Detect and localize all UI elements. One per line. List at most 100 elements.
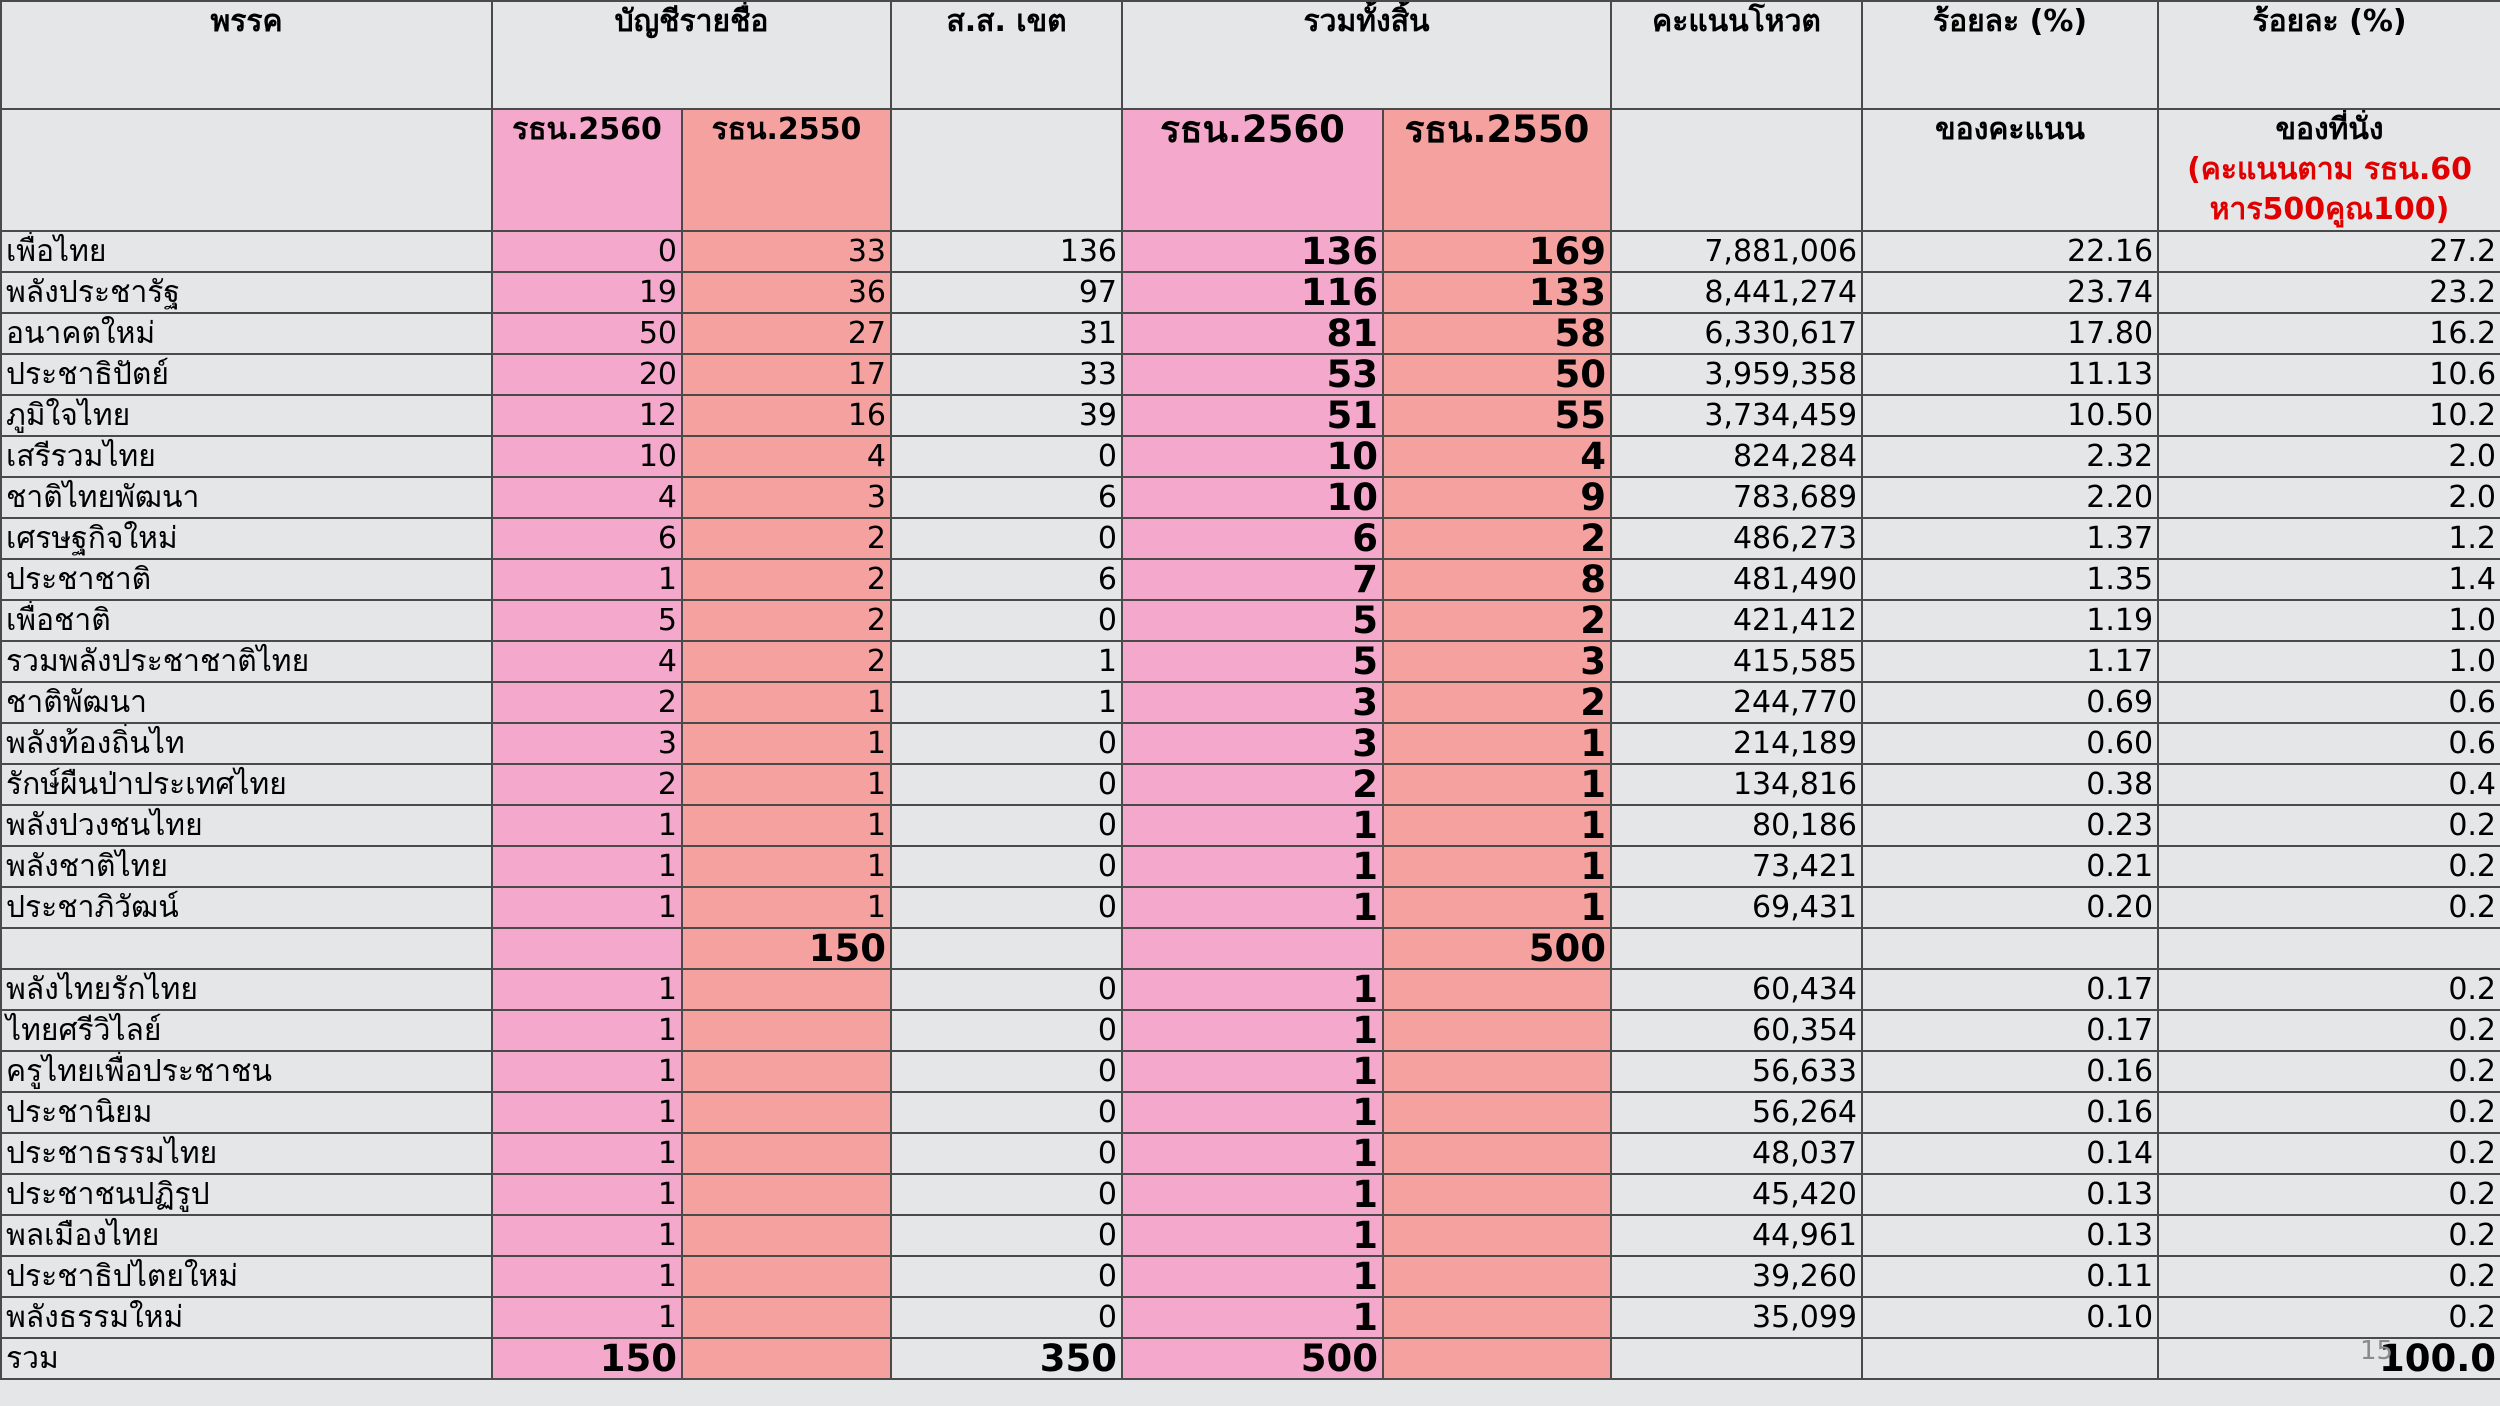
value-cell: 8,441,274 (1610, 271, 1864, 314)
value-cell: 1 (680, 763, 893, 806)
value-cell: 0 (890, 886, 1124, 929)
value-cell: 0 (890, 517, 1124, 560)
seats-note: (คะแนนตาม รธน.60 หาร500คูณ100) (2187, 152, 2472, 227)
value-cell: 100.0 (2157, 1337, 2500, 1380)
page-number: 15 (2360, 1336, 2394, 1366)
value-cell: 1.2 (2157, 517, 2500, 560)
value-cell: 80,186 (1610, 804, 1864, 847)
value-cell: 50 (491, 312, 683, 355)
value-cell: 17.80 (1861, 312, 2160, 355)
value-cell: 20 (491, 353, 683, 396)
value-cell: 4 (680, 435, 893, 478)
value-cell: 0.2 (2157, 845, 2500, 888)
value-cell (1382, 1173, 1613, 1216)
value-cell: 22.16 (1861, 230, 2160, 273)
value-cell: 60,354 (1610, 1009, 1864, 1052)
value-cell (1382, 1337, 1613, 1380)
value-cell: 97 (890, 271, 1124, 314)
value-cell: 10 (1121, 435, 1385, 478)
value-cell (680, 1173, 893, 1216)
value-cell: 33 (890, 353, 1124, 396)
subheader-cell: ของที่นั่ง (คะแนนตาม รธน.60 หาร500คูณ100) (2157, 108, 2500, 232)
value-cell: 58 (1382, 312, 1613, 355)
value-cell: 0 (890, 1050, 1124, 1093)
party-cell: ประชาภิวัฒน์ (0, 886, 493, 929)
table-row: ประชาธิปไตยใหม่ 1 0 1 39,260 0.11 0.2 (0, 1255, 2500, 1298)
value-cell: 23.74 (1861, 271, 2160, 314)
value-cell: 1 (491, 1173, 683, 1216)
value-cell: 27 (680, 312, 893, 355)
table-row: เศรษฐกิจใหม่ 6 2 0 6 2 486,273 1.37 1.2 (0, 517, 2500, 560)
header-cell: ร้อยละ (%) (1861, 0, 2160, 110)
value-cell: 0.16 (1861, 1091, 2160, 1134)
value-cell: 10.6 (2157, 353, 2500, 396)
value-cell: 2 (1382, 517, 1613, 560)
value-cell: 53 (1121, 353, 1385, 396)
value-cell: 44,961 (1610, 1214, 1864, 1257)
value-cell: 0 (890, 722, 1124, 765)
value-cell: 0.11 (1861, 1255, 2160, 1298)
value-cell (1382, 1050, 1613, 1093)
value-cell (1610, 1337, 1864, 1380)
value-cell: 1 (491, 886, 683, 929)
value-cell: 0 (890, 1009, 1124, 1052)
value-cell: 1 (890, 681, 1124, 724)
value-cell: 1 (1121, 1214, 1385, 1257)
value-cell (1382, 1091, 1613, 1134)
value-cell (680, 1337, 893, 1380)
value-cell: 1 (1121, 1132, 1385, 1175)
value-cell: 51 (1121, 394, 1385, 437)
value-cell: 0.2 (2157, 1050, 2500, 1093)
value-cell (1382, 1009, 1613, 1052)
value-cell (680, 1091, 893, 1134)
value-cell: 1 (1121, 1296, 1385, 1339)
table-row: รักษ์ผืนป่าประเทศไทย 2 1 0 2 1 134,816 0.38 0.4 (0, 763, 2500, 806)
value-cell: 500 (1382, 927, 1613, 970)
value-cell: 11.13 (1861, 353, 2160, 396)
value-cell: 0.2 (2157, 1214, 2500, 1257)
value-cell: 2 (680, 640, 893, 683)
party-cell: รักษ์ผืนป่าประเทศไทย (0, 763, 493, 806)
value-cell: 0.23 (1861, 804, 2160, 847)
value-cell: 2.20 (1861, 476, 2160, 519)
value-cell: 1 (491, 1214, 683, 1257)
value-cell (680, 1255, 893, 1298)
value-cell: 0.2 (2157, 1091, 2500, 1134)
header-cell: รวมทั้งสิ้น (1121, 0, 1613, 110)
value-cell: 10 (1121, 476, 1385, 519)
value-cell: 1 (1382, 886, 1613, 929)
value-cell: 1 (491, 558, 683, 601)
subheader-cell (890, 108, 1124, 232)
value-cell: 4 (491, 640, 683, 683)
value-cell: 0.14 (1861, 1132, 2160, 1175)
value-cell: 7,881,006 (1610, 230, 1864, 273)
value-cell: 27.2 (2157, 230, 2500, 273)
value-cell: 1 (491, 1050, 683, 1093)
value-cell: 56,264 (1610, 1091, 1864, 1134)
value-cell: 12 (491, 394, 683, 437)
value-cell: 0.13 (1861, 1214, 2160, 1257)
value-cell: 0 (890, 599, 1124, 642)
value-cell (1610, 927, 1864, 970)
table-row: อนาคตใหม่ 50 27 31 81 58 6,330,617 17.80 16.2 (0, 312, 2500, 355)
value-cell: 0.13 (1861, 1173, 2160, 1216)
value-cell: 1 (680, 804, 893, 847)
table-row: ครูไทยเพื่อประชาชน 1 0 1 56,633 0.16 0.2 (0, 1050, 2500, 1093)
value-cell: 10.2 (2157, 394, 2500, 437)
value-cell: 1 (491, 845, 683, 888)
value-cell: 73,421 (1610, 845, 1864, 888)
value-cell: 0.17 (1861, 968, 2160, 1011)
subheader-row: รธน.2560 รธน.2550 รธน.2560 รธน.2550 ของคะแนน… (0, 108, 2500, 232)
value-cell: 50 (1382, 353, 1613, 396)
party-cell: ประชาชนปฏิรูป (0, 1173, 493, 1216)
value-cell: 1 (1382, 722, 1613, 765)
party-cell: เศรษฐกิจใหม่ (0, 517, 493, 560)
value-cell: 1.0 (2157, 599, 2500, 642)
table-row: ชาติไทยพัฒนา 4 3 6 10 9 783,689 2.20 2.0 (0, 476, 2500, 519)
value-cell: 0.2 (2157, 804, 2500, 847)
value-cell (1382, 1296, 1613, 1339)
value-cell: 0.10 (1861, 1296, 2160, 1339)
value-cell (680, 968, 893, 1011)
party-cell: เพื่อชาติ (0, 599, 493, 642)
table-row: ประชาธรรมไทย 1 0 1 48,037 0.14 0.2 (0, 1132, 2500, 1175)
